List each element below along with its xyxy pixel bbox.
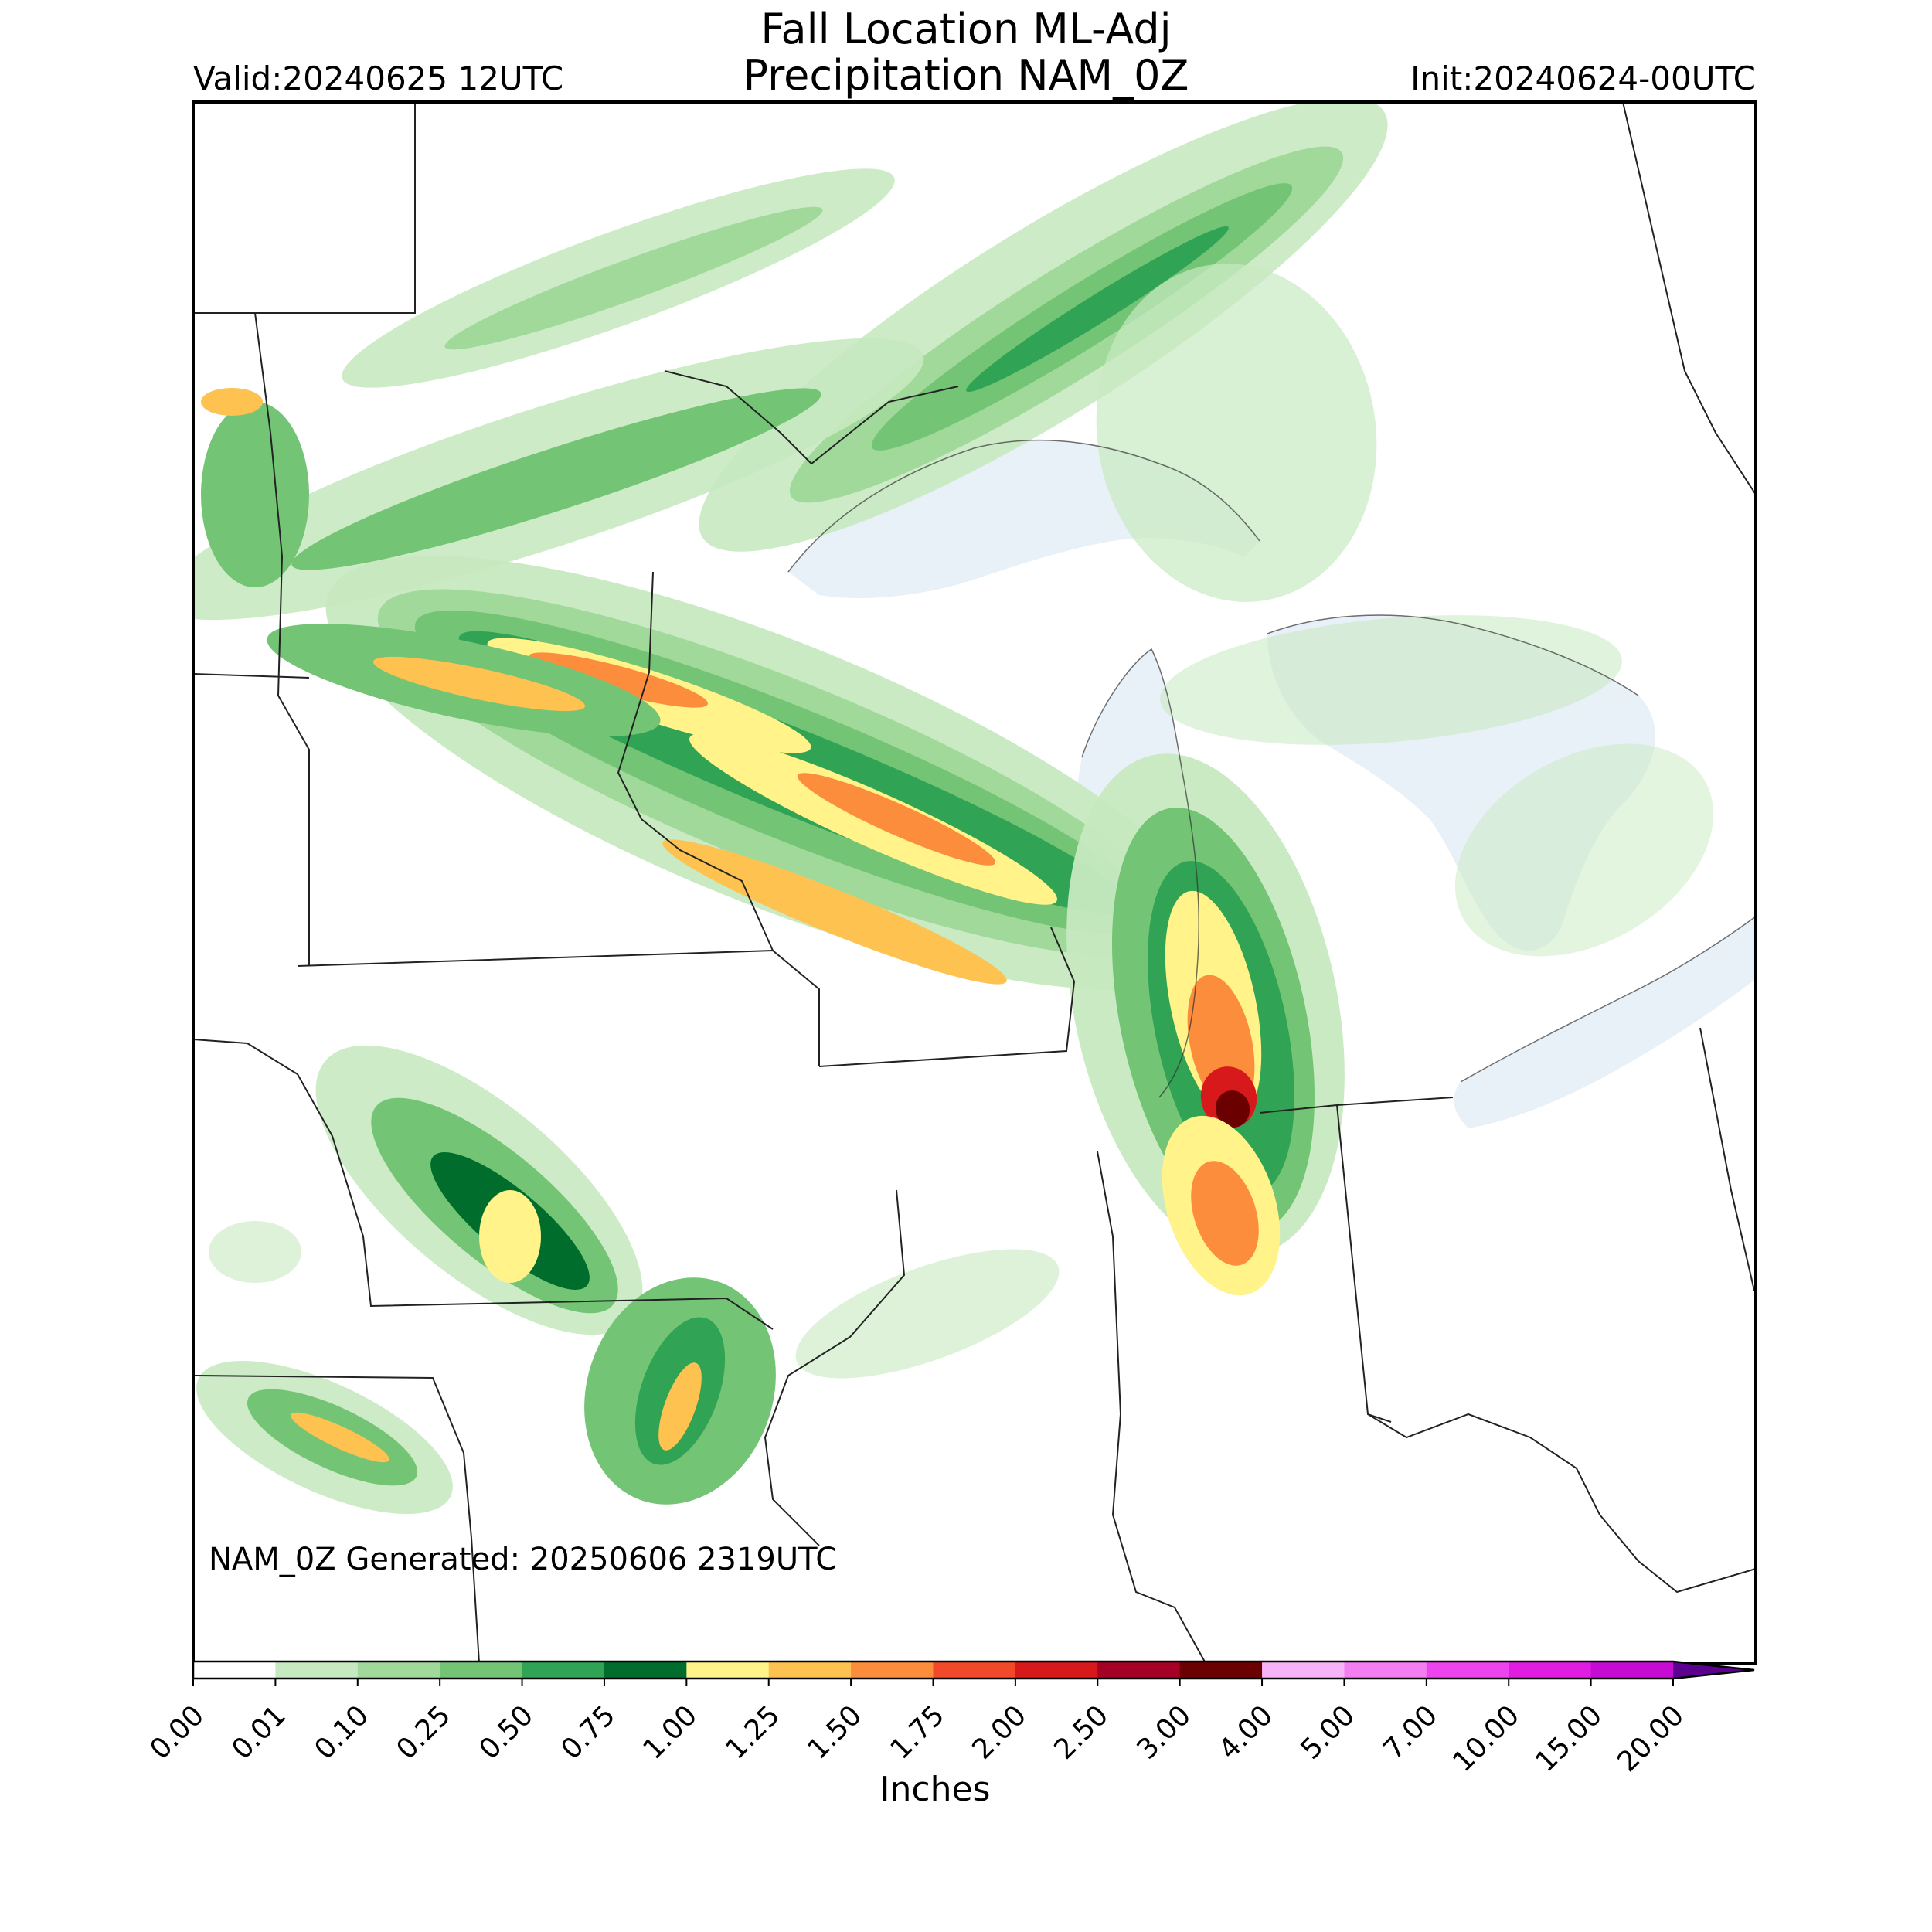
colorbar-extend-arrow — [1673, 1662, 1754, 1679]
colorbar-segment — [1097, 1662, 1181, 1679]
colorbar-segment — [1426, 1662, 1509, 1679]
colorbar-segment — [440, 1662, 523, 1679]
precip-cell — [528, 652, 709, 708]
precip-cell — [291, 388, 821, 570]
precip-cell — [209, 1221, 301, 1283]
colorbar-segment — [1262, 1662, 1345, 1679]
precip-cell — [795, 1249, 1060, 1379]
colorbar-units-label: Inches — [879, 1770, 991, 1809]
valid-time: Valid:20240625 12UTC — [193, 60, 564, 97]
precip-cell — [372, 656, 586, 712]
precip-cell — [291, 1412, 389, 1463]
colorbar-segment — [1509, 1662, 1592, 1679]
colorbar-segment — [1590, 1662, 1674, 1679]
colorbar-segment — [522, 1662, 605, 1679]
colorbar-segment — [1179, 1662, 1263, 1679]
colorbar-segment — [357, 1662, 440, 1679]
precip-cell — [1160, 615, 1622, 745]
colorbar-segment — [1344, 1662, 1427, 1679]
precip-cell — [662, 839, 1007, 985]
precip-cell — [1191, 1161, 1259, 1266]
precip-cell — [444, 206, 823, 350]
colorbar-segment — [933, 1662, 1016, 1679]
colorbar-frame — [192, 1660, 1755, 1680]
precip-cell — [966, 226, 1229, 393]
state-borders — [193, 102, 1756, 1663]
colorbar — [192, 1660, 1755, 1686]
colorbar-segment — [1015, 1662, 1098, 1679]
precip-cell — [658, 1362, 702, 1451]
colorbar-segment — [604, 1662, 687, 1679]
colorbar-segment — [768, 1662, 852, 1679]
colorbar-segment — [851, 1662, 934, 1679]
title-line-1: Fall Location ML-Adj — [760, 5, 1172, 53]
generated-label: NAM_0Z Generated: 20250606 2319UTC — [209, 1542, 838, 1577]
precip-cell — [797, 773, 996, 866]
precip-cell — [1215, 1090, 1250, 1128]
colorbar-segment — [686, 1662, 770, 1679]
precip-cell — [1454, 743, 1714, 957]
colorbar-segment — [193, 1662, 276, 1679]
precip-cell — [201, 388, 263, 416]
title-line-2: Precipitation NAM_0Z — [743, 51, 1189, 100]
colorbar-segment — [275, 1662, 359, 1679]
precip-cell — [479, 1190, 541, 1283]
precipitation-field — [193, 102, 1714, 1515]
lake-erie — [1454, 916, 1756, 1128]
init-time: Init:20240624-00UTC — [1410, 60, 1756, 97]
precip-cell — [1096, 264, 1377, 602]
precip-cell — [201, 402, 309, 587]
